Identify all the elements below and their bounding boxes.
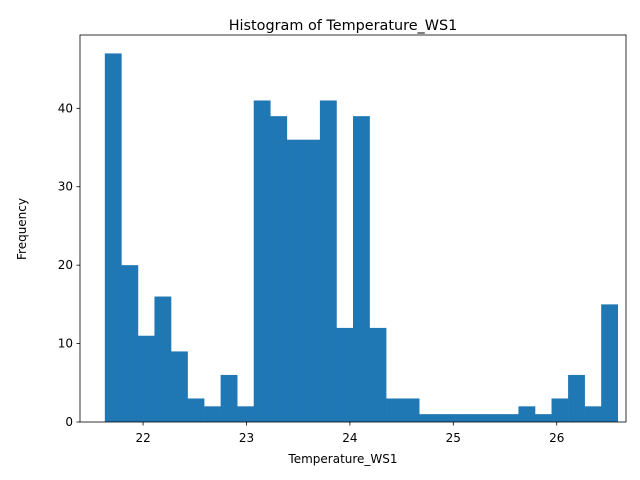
y-tick-label: 0 (65, 415, 73, 429)
x-tick-label: 22 (135, 431, 150, 445)
histogram-bar (237, 406, 255, 422)
histogram-bar (104, 53, 122, 423)
histogram-bar (171, 351, 188, 422)
histogram-bar (137, 335, 155, 422)
histogram-bar (518, 406, 536, 422)
histogram-bar (468, 414, 486, 422)
y-tick-label: 30 (58, 180, 73, 194)
histogram-bar (452, 414, 470, 422)
histogram-bar (601, 304, 619, 422)
histogram-bar (286, 139, 304, 422)
x-tick-label: 23 (239, 431, 254, 445)
histogram-bar (535, 414, 552, 422)
histogram-bar (419, 414, 437, 422)
histogram-bar (501, 414, 519, 422)
histogram-bar (187, 398, 205, 422)
histogram-bar (253, 100, 271, 423)
x-tick-label: 26 (549, 431, 564, 445)
plot-frame (79, 34, 627, 423)
chart-title: Histogram of Temperature_WS1 (229, 18, 458, 34)
histogram-bar (204, 406, 221, 422)
histogram-bar (568, 374, 585, 422)
y-tick-label: 20 (58, 258, 73, 272)
histogram-bar (369, 327, 387, 422)
histogram-bar (353, 116, 370, 423)
histogram-bar (551, 398, 569, 422)
histogram-bar (386, 398, 403, 422)
histogram-bar (336, 327, 354, 422)
histogram-bar (270, 116, 288, 423)
bars-group (104, 53, 619, 423)
y-tick-label: 10 (58, 337, 73, 351)
histogram-bar (319, 100, 337, 423)
x-axis-label: Temperature_WS1 (287, 452, 397, 466)
y-tick-label: 40 (58, 101, 73, 115)
histogram-bar (154, 296, 172, 422)
histogram-bar (121, 265, 139, 422)
y-ticks: 0 10 20 30 40 (58, 101, 80, 429)
x-ticks: 22 23 24 25 26 (135, 422, 564, 445)
y-axis-label: Frequency (15, 198, 29, 260)
histogram-bar (485, 414, 503, 422)
histogram-bar (402, 398, 420, 422)
histogram-bar (584, 406, 602, 422)
histogram-bar (303, 139, 321, 422)
x-tick-label: 24 (342, 431, 357, 445)
histogram-bar (435, 414, 453, 422)
x-tick-label: 25 (446, 431, 461, 445)
histogram-bar (220, 374, 238, 422)
